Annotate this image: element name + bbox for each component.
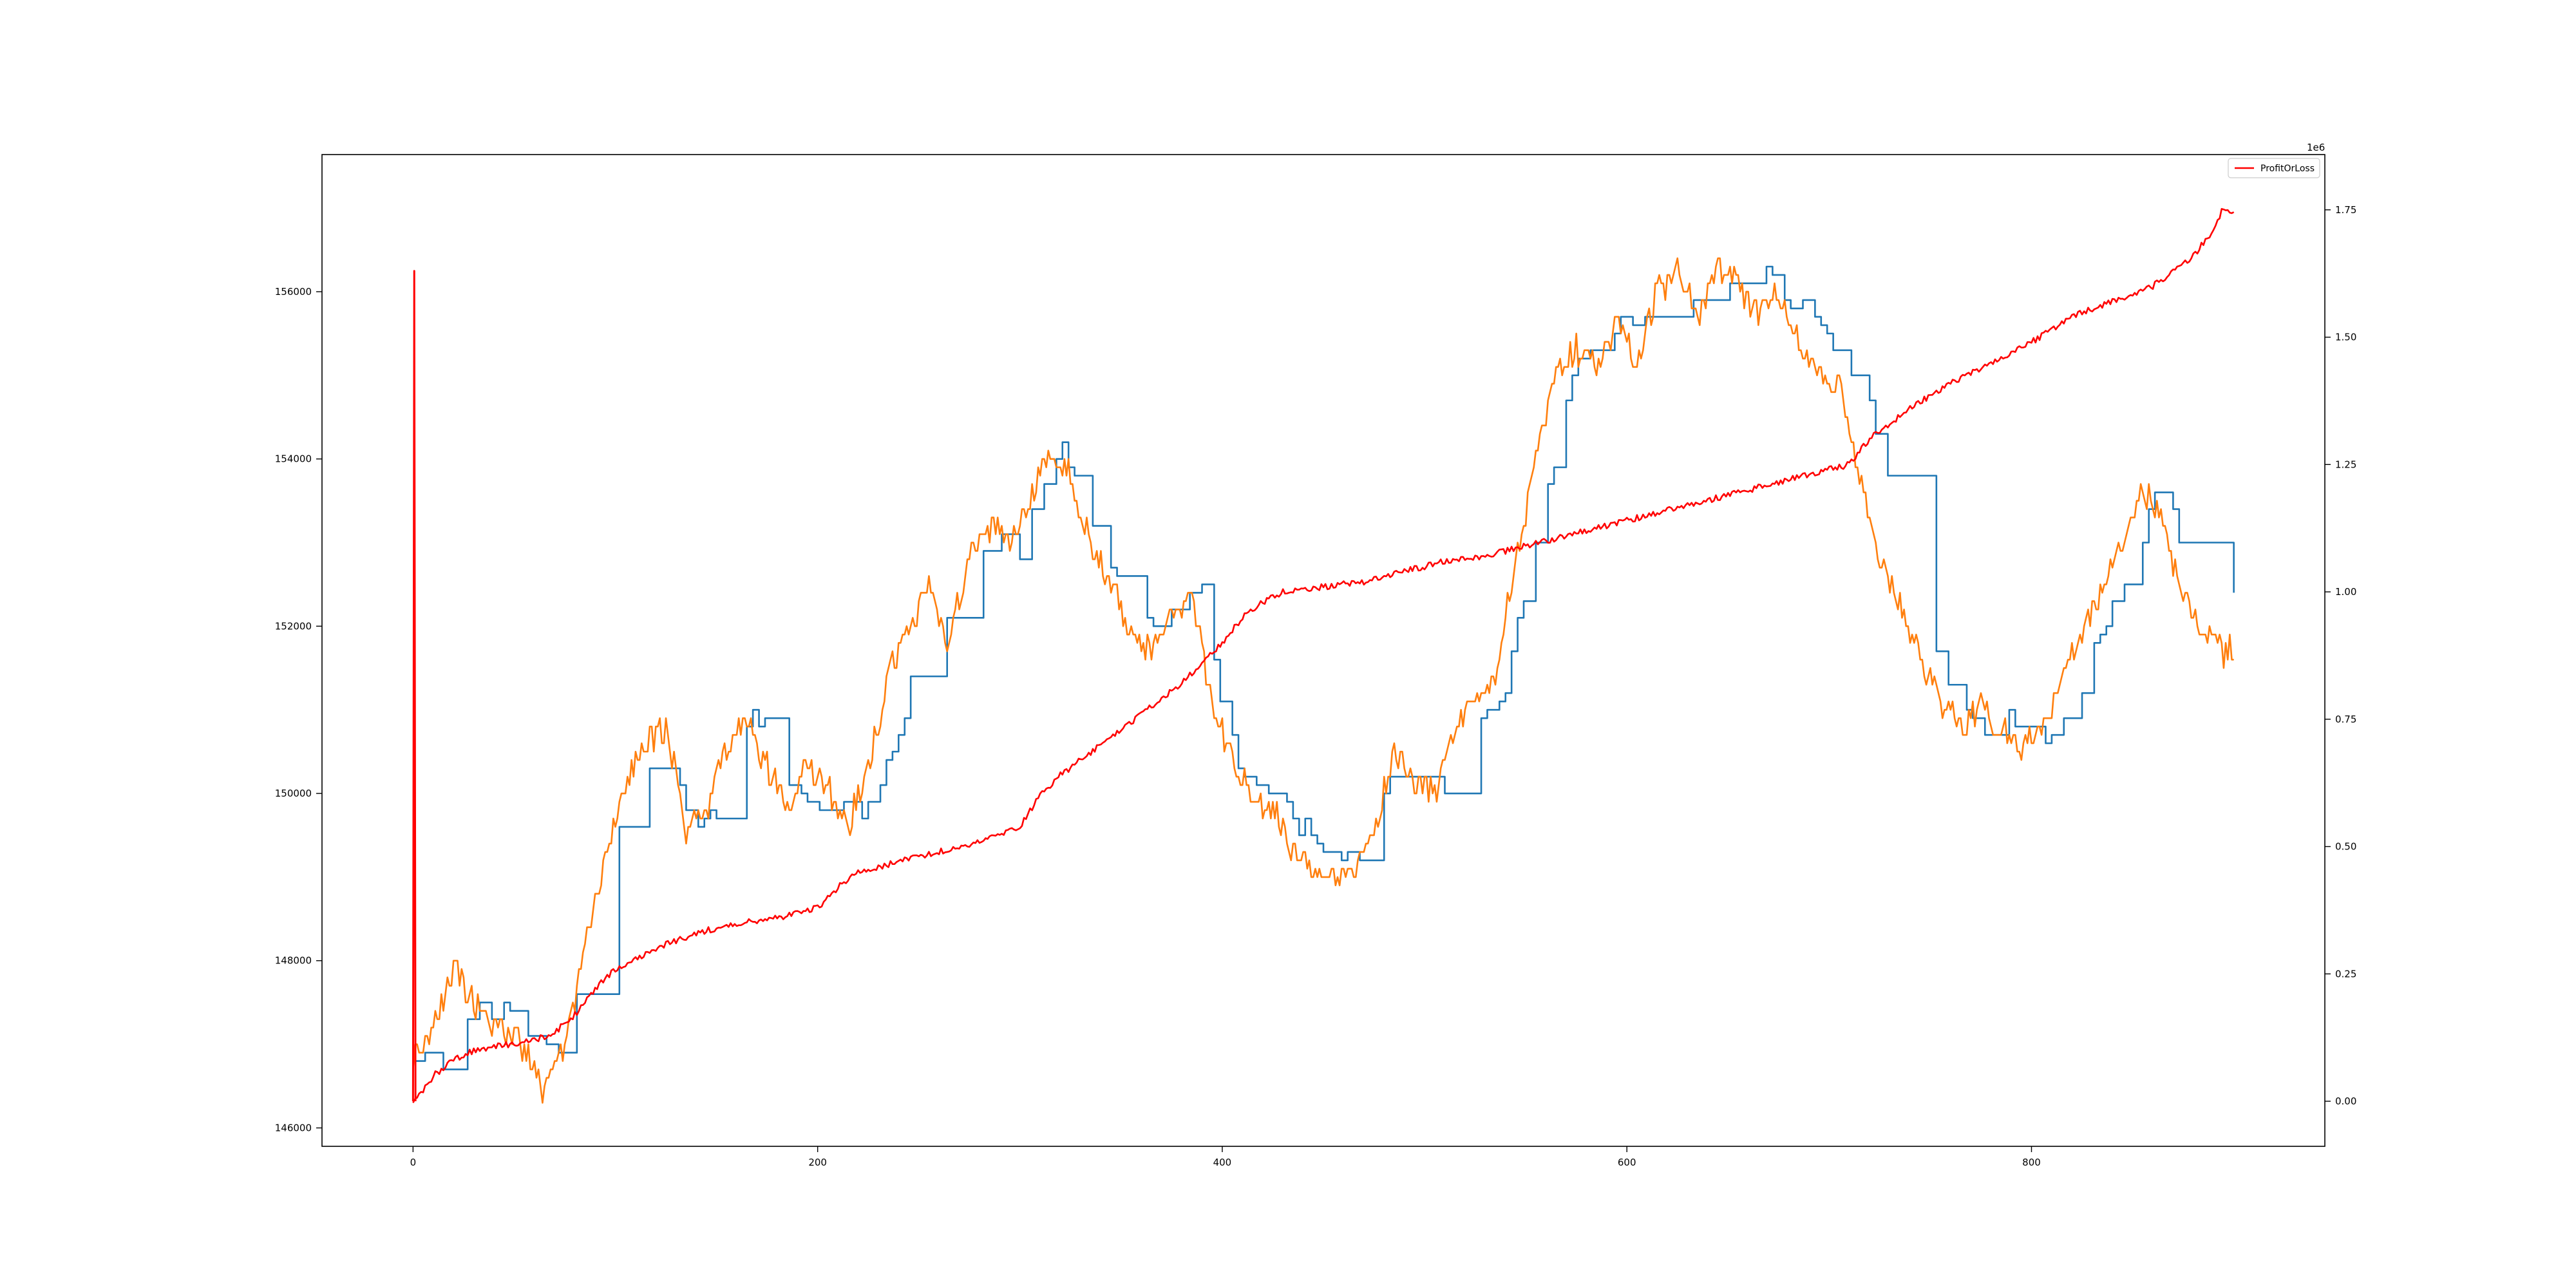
series-line-unlabeled-1 <box>412 257 2234 1104</box>
right-y-tick-label: 1.25 <box>2335 459 2356 470</box>
right-axis-offset-label: 1e6 <box>2307 142 2325 153</box>
left-y-tick-label: 154000 <box>275 453 312 465</box>
x-tick-label: 600 <box>1618 1157 1636 1168</box>
right-y-tick-label: 0.00 <box>2335 1095 2356 1107</box>
axes-layer: 0 200 400 600 800 146000 148000 150000 152000 154… <box>275 142 2357 1168</box>
series-line-profitorloss <box>412 208 2235 1103</box>
x-tick-label: 800 <box>2022 1157 2041 1168</box>
left-y-tick-label: 148000 <box>275 955 312 967</box>
right-y-tick-label: 0.75 <box>2335 714 2356 725</box>
right-y-tick-label: 0.50 <box>2335 841 2356 853</box>
right-y-tick-label: 1.50 <box>2335 332 2356 343</box>
series-line-unlabeled-3 <box>412 270 417 1102</box>
legend-box <box>2228 158 2320 178</box>
left-y-tick-label: 146000 <box>275 1122 312 1133</box>
left-y-tick-label: 152000 <box>275 620 312 632</box>
plot-frame <box>321 154 2325 1147</box>
x-tick-label: 0 <box>410 1157 417 1168</box>
left-y-tick-label: 150000 <box>275 788 312 799</box>
right-y-tick-label: 0.25 <box>2335 968 2356 980</box>
left-y-tick-label: 156000 <box>275 286 312 298</box>
legend-label-profitorloss: ProfitOrLoss <box>2260 164 2315 174</box>
right-y-tick-label: 1.00 <box>2335 586 2356 598</box>
x-tick-label: 400 <box>1213 1157 1232 1168</box>
series-line-unlabeled-0 <box>413 265 2235 1070</box>
right-y-tick-label: 1.75 <box>2335 204 2356 216</box>
x-tick-label: 200 <box>808 1157 827 1168</box>
legend: ProfitOrLoss <box>2228 158 2320 178</box>
series-layer <box>412 208 2235 1104</box>
